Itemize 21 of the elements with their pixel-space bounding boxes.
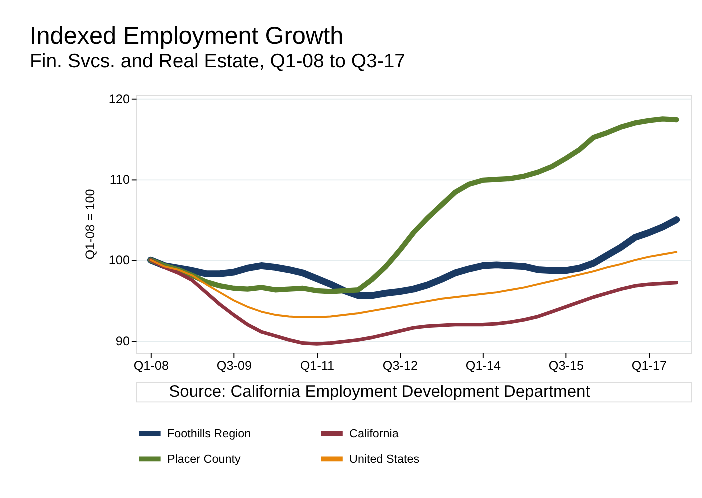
source-note: Source: California Employment Development Department xyxy=(169,382,591,401)
legend-label: California xyxy=(350,428,400,441)
chart-subtitle: Fin. Svcs. and Real Estate, Q1-08 to Q3-17 xyxy=(30,50,406,72)
legend-label: Foothills Region xyxy=(167,428,252,441)
y-tick-label: 90 xyxy=(116,334,130,348)
x-tick-label: Q1-11 xyxy=(300,359,335,374)
y-tick-label: 100 xyxy=(108,254,130,268)
line-series xyxy=(149,258,678,346)
y-axis-title: Q1-08 = 100 xyxy=(83,189,98,260)
y-tick-label: 120 xyxy=(108,92,130,106)
x-tick-label: Q1-08 xyxy=(134,359,169,374)
x-tick-label: Q3-12 xyxy=(382,359,418,374)
y-tick-label: 110 xyxy=(110,173,130,188)
x-tick-label: Q3-09 xyxy=(216,359,252,374)
legend-label: Placer County xyxy=(167,453,241,466)
line-series xyxy=(150,251,678,319)
x-tick-label: Q1-17 xyxy=(632,359,668,374)
x-tick-label: Q3-15 xyxy=(548,359,584,374)
x-tick-label: Q1-14 xyxy=(466,359,502,374)
chart-title: Indexed Employment Growth xyxy=(30,23,344,50)
legend-label: United States xyxy=(350,453,420,466)
